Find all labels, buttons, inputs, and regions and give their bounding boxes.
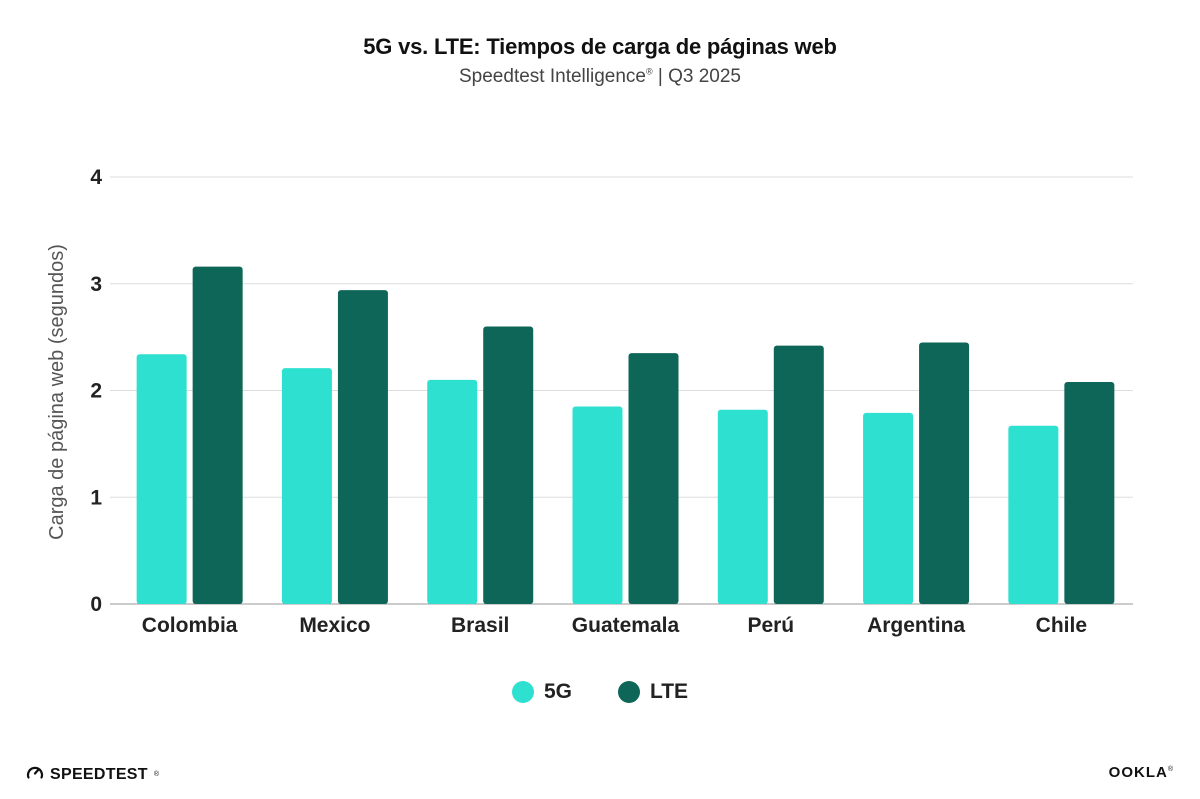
- bar-5g-colombia: [136, 354, 187, 604]
- y-tick-label: 3: [90, 273, 102, 296]
- chart-title: 5G vs. LTE: Tiempos de carga de páginas …: [363, 34, 837, 59]
- y-axis-ticks: 0 1 2 3 4: [90, 166, 102, 616]
- bar-5g-guatemala: [572, 406, 623, 604]
- speedtest-logo: SPEEDTEST ®: [26, 764, 159, 785]
- x-axis-categories: Colombia Mexico Brasil Guatemala Perú Argenti…: [142, 614, 1087, 637]
- legend-swatch-5g: [511, 681, 534, 703]
- speedtest-wordmark: SPEEDTEST: [50, 765, 148, 783]
- ookla-logo: OOKLA®: [1109, 764, 1174, 781]
- x-category-label: Argentina: [867, 614, 965, 637]
- legend-label-5g: 5G: [543, 680, 572, 703]
- legend-item-lte: LTE: [617, 680, 689, 704]
- bar-lte-chile: [1064, 381, 1115, 604]
- bar-5g-perú: [717, 409, 768, 604]
- y-tick-label: 4: [90, 166, 102, 189]
- bar-lte-argentina: [919, 342, 970, 604]
- bar-lte-perú: [773, 345, 824, 604]
- ookla-registered-mark: ®: [1167, 766, 1174, 773]
- y-tick-label: 1: [90, 486, 102, 509]
- bar-lte-colombia: [192, 266, 243, 604]
- bar-5g-brasil: [427, 379, 478, 604]
- x-category-label: Chile: [1036, 614, 1087, 637]
- bar-chart: 0 1 2 3 4 Carga de página web (segundos) Col…: [46, 166, 1133, 637]
- gauge-icon: [26, 764, 44, 785]
- subtitle-source: Speedtest Intelligence: [459, 66, 646, 87]
- x-category-label: Guatemala: [572, 614, 680, 637]
- legend-label-lte: LTE: [649, 680, 689, 703]
- subtitle-registered-mark: ®: [645, 66, 653, 77]
- bars: [136, 266, 1115, 604]
- bar-5g-mexico: [281, 368, 332, 604]
- legend: 5G LTE: [0, 680, 1200, 704]
- y-axis-label: Carga de página web (segundos): [46, 244, 68, 540]
- speedtest-registered-mark: ®: [153, 771, 160, 778]
- bar-5g-chile: [1008, 425, 1059, 604]
- bar-lte-brasil: [483, 326, 534, 604]
- y-tick-label: 0: [90, 593, 102, 616]
- x-category-label: Brasil: [451, 614, 509, 637]
- bar-lte-mexico: [337, 290, 388, 604]
- legend-item-5g: 5G: [511, 680, 572, 704]
- x-category-label: Colombia: [142, 614, 238, 637]
- legend-swatch-lte: [617, 681, 640, 703]
- x-category-label: Mexico: [299, 614, 370, 637]
- x-category-label: Perú: [747, 614, 794, 637]
- y-tick-label: 2: [90, 380, 102, 403]
- ookla-wordmark: OOKLA: [1108, 764, 1168, 781]
- subtitle-period: | Q3 2025: [652, 66, 741, 87]
- bar-5g-argentina: [863, 412, 914, 604]
- chart-subtitle: Speedtest Intelligence® | Q3 2025: [0, 66, 1200, 88]
- bar-lte-guatemala: [628, 353, 679, 604]
